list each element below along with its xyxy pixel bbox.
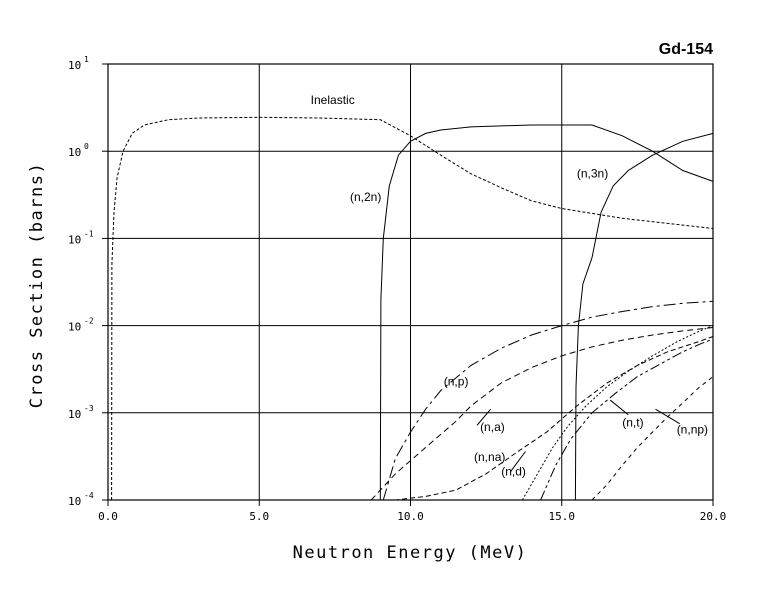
y-tick-base: 10 bbox=[68, 233, 81, 246]
x-tick-label: 5.0 bbox=[249, 510, 269, 523]
series-line-0 bbox=[111, 116, 714, 501]
curve-label: (n,a) bbox=[480, 420, 505, 434]
grid bbox=[108, 64, 713, 500]
y-tick-label: 10 -1 bbox=[68, 229, 94, 246]
curve-labels: Inelastic(n,2n)(n,3n)(n,p)(n,a)(n,na)(n,… bbox=[311, 93, 708, 479]
y-tick-exponent: -4 bbox=[84, 491, 94, 500]
x-tick-label: 10.0 bbox=[397, 510, 424, 523]
series-line-7 bbox=[540, 338, 714, 501]
y-tick-label: 10 -2 bbox=[68, 317, 94, 334]
y-tick-base: 10 bbox=[68, 495, 81, 508]
y-tick-base: 10 bbox=[68, 408, 81, 421]
series-line-8 bbox=[591, 376, 714, 501]
y-tick-label: 10 1 bbox=[68, 55, 89, 72]
y-tick-base: 10 bbox=[68, 59, 81, 72]
label-leader-line bbox=[476, 408, 492, 426]
y-axis-title: Cross Section (barns) bbox=[27, 162, 47, 408]
series-line-4 bbox=[370, 327, 714, 501]
series-line-6 bbox=[521, 325, 714, 501]
series-line-1 bbox=[379, 124, 714, 501]
y-tick-label: 10 0 bbox=[68, 142, 89, 159]
plot-frame bbox=[107, 63, 714, 501]
curve-label: (n,d) bbox=[501, 465, 526, 479]
label-leader-line bbox=[609, 399, 629, 416]
y-tick-label: 10 -4 bbox=[68, 491, 94, 508]
label-leader-line bbox=[655, 408, 680, 425]
y-tick-exponent: -2 bbox=[84, 317, 94, 326]
curve-label: (n,p) bbox=[444, 375, 469, 389]
x-tick-label: 15.0 bbox=[549, 510, 576, 523]
y-tick-exponent: -3 bbox=[84, 404, 94, 413]
y-tick-label: 10 -3 bbox=[68, 404, 94, 421]
series-line-2 bbox=[574, 132, 714, 501]
curve-label: (n,t) bbox=[622, 415, 643, 429]
curve-label: Inelastic bbox=[311, 93, 355, 107]
series-line-5 bbox=[362, 336, 714, 501]
label-leader-line bbox=[509, 451, 526, 473]
curve-label: (n,na) bbox=[474, 450, 505, 464]
y-tick-exponent: 0 bbox=[84, 142, 89, 151]
y-tick-exponent: 1 bbox=[84, 55, 89, 64]
x-axis-title: Neutron Energy (MeV) bbox=[293, 543, 528, 563]
curve-label: (n,2n) bbox=[350, 190, 381, 204]
curves bbox=[111, 116, 714, 501]
y-tick-base: 10 bbox=[68, 146, 81, 159]
curve-label: (n,3n) bbox=[577, 166, 608, 180]
curve-label: (n,np) bbox=[677, 422, 708, 436]
y-tick-exponent: -1 bbox=[84, 229, 94, 238]
x-tick-label: 0.0 bbox=[98, 510, 118, 523]
series-line-3 bbox=[382, 300, 714, 501]
x-tick-label: 20.0 bbox=[700, 510, 727, 523]
y-tick-base: 10 bbox=[68, 321, 81, 334]
chart-title: Gd-154 bbox=[659, 41, 713, 58]
